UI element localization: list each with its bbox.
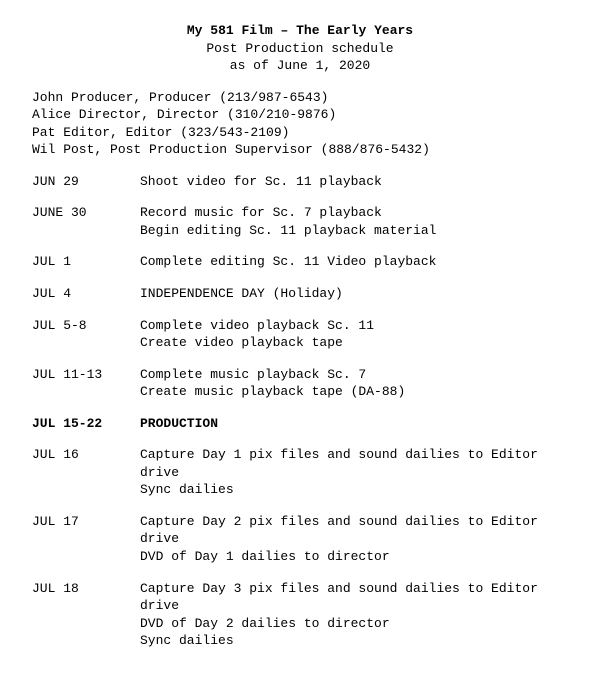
schedule-date: JUL 16 — [32, 446, 140, 499]
schedule-task-line: Sync dailies — [140, 481, 568, 499]
document-title: My 581 Film – The Early Years — [32, 22, 568, 40]
contacts-block: John Producer, Producer (213/987-6543) A… — [32, 89, 568, 159]
schedule-tasks: Capture Day 3 pix files and sound dailie… — [140, 580, 568, 650]
contact-line: Wil Post, Post Production Supervisor (88… — [32, 141, 568, 159]
schedule-tasks: INDEPENDENCE DAY (Holiday) — [140, 285, 568, 303]
document-header: My 581 Film – The Early Years Post Produ… — [32, 22, 568, 75]
schedule-tasks: Capture Day 1 pix files and sound dailie… — [140, 446, 568, 499]
schedule-task-line: Capture Day 1 pix files and sound dailie… — [140, 446, 568, 481]
schedule-task-line: Capture Day 3 pix files and sound dailie… — [140, 580, 568, 615]
schedule-task-line: Sync dailies — [140, 632, 568, 650]
contact-line: John Producer, Producer (213/987-6543) — [32, 89, 568, 107]
schedule-tasks: Complete music playback Sc. 7Create musi… — [140, 366, 568, 401]
schedule-date: JUL 4 — [32, 285, 140, 303]
schedule-tasks: Complete editing Sc. 11 Video playback — [140, 253, 568, 271]
schedule-tasks: PRODUCTION — [140, 415, 568, 433]
schedule-block: JUN 29Shoot video for Sc. 11 playbackJUN… — [32, 173, 568, 650]
document-subtitle-2: as of June 1, 2020 — [32, 57, 568, 75]
schedule-row: JUL 5-8Complete video playback Sc. 11Cre… — [32, 317, 568, 352]
schedule-date: JUL 15-22 — [32, 415, 140, 433]
schedule-task-line: Record music for Sc. 7 playback — [140, 204, 568, 222]
schedule-row: JUL 15-22PRODUCTION — [32, 415, 568, 433]
schedule-tasks: Record music for Sc. 7 playbackBegin edi… — [140, 204, 568, 239]
schedule-task-line: Complete music playback Sc. 7 — [140, 366, 568, 384]
schedule-date: JUL 5-8 — [32, 317, 140, 352]
schedule-row: JUL 18Capture Day 3 pix files and sound … — [32, 580, 568, 650]
schedule-row: JUNE 30Record music for Sc. 7 playbackBe… — [32, 204, 568, 239]
schedule-row: JUL 1Complete editing Sc. 11 Video playb… — [32, 253, 568, 271]
schedule-row: JUL 17Capture Day 2 pix files and sound … — [32, 513, 568, 566]
schedule-date: JUL 11-13 — [32, 366, 140, 401]
schedule-tasks: Shoot video for Sc. 11 playback — [140, 173, 568, 191]
schedule-task-line: Capture Day 2 pix files and sound dailie… — [140, 513, 568, 548]
schedule-task-line: PRODUCTION — [140, 415, 568, 433]
schedule-task-line: Begin editing Sc. 11 playback material — [140, 222, 568, 240]
schedule-task-line: Create music playback tape (DA-88) — [140, 383, 568, 401]
schedule-row: JUN 29Shoot video for Sc. 11 playback — [32, 173, 568, 191]
schedule-task-line: INDEPENDENCE DAY (Holiday) — [140, 285, 568, 303]
schedule-date: JUL 18 — [32, 580, 140, 650]
schedule-task-line: Complete editing Sc. 11 Video playback — [140, 253, 568, 271]
schedule-task-line: Shoot video for Sc. 11 playback — [140, 173, 568, 191]
document-page: My 581 Film – The Early Years Post Produ… — [0, 0, 600, 674]
schedule-tasks: Complete video playback Sc. 11Create vid… — [140, 317, 568, 352]
schedule-task-line: Complete video playback Sc. 11 — [140, 317, 568, 335]
schedule-date: JUL 1 — [32, 253, 140, 271]
schedule-row: JUL 11-13Complete music playback Sc. 7Cr… — [32, 366, 568, 401]
schedule-date: JUN 29 — [32, 173, 140, 191]
schedule-date: JUL 17 — [32, 513, 140, 566]
schedule-task-line: Create video playback tape — [140, 334, 568, 352]
schedule-tasks: Capture Day 2 pix files and sound dailie… — [140, 513, 568, 566]
schedule-task-line: DVD of Day 1 dailies to director — [140, 548, 568, 566]
contact-line: Pat Editor, Editor (323/543-2109) — [32, 124, 568, 142]
contact-line: Alice Director, Director (310/210-9876) — [32, 106, 568, 124]
schedule-row: JUL 16Capture Day 1 pix files and sound … — [32, 446, 568, 499]
schedule-row: JUL 4INDEPENDENCE DAY (Holiday) — [32, 285, 568, 303]
document-subtitle-1: Post Production schedule — [32, 40, 568, 58]
schedule-date: JUNE 30 — [32, 204, 140, 239]
